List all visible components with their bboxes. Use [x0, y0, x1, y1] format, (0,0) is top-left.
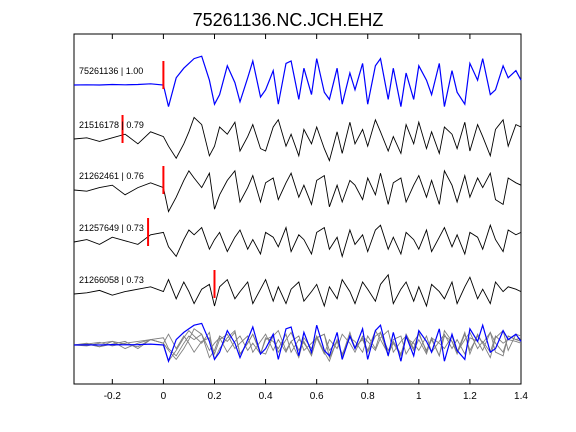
chart-title: 75261136.NC.JCH.EHZ — [193, 10, 384, 30]
x-tick-label: 1.4 — [514, 391, 528, 402]
trace-4-line — [73, 223, 522, 259]
trace-4-label: 21257649 | 0.73 — [79, 223, 144, 233]
x-tick-label: 0.4 — [259, 391, 273, 402]
trace-2-line — [73, 116, 522, 162]
stacked-traces — [73, 322, 522, 364]
stack-trace-1-line — [73, 322, 522, 364]
trace-5-line — [73, 273, 522, 308]
trace-5-label: 21266058 | 0.73 — [79, 275, 144, 285]
axes-frame — [73, 33, 522, 385]
x-tick-label: 0.8 — [361, 391, 375, 402]
trace-group: 75261136 | 1.00 21516178 | 0.79 21262461 |… — [73, 55, 522, 308]
x-tick-label: 0 — [161, 391, 167, 402]
x-tick-label: -0.2 — [104, 391, 122, 402]
x-axis: -0.2 0 0.2 0.4 0.6 0.8 1 1.2 1.4 — [104, 34, 528, 402]
trace-1-label: 75261136 | 1.00 — [79, 66, 143, 76]
trace-3-line — [73, 169, 522, 213]
trace-2-label: 21516178 | 0.79 — [79, 120, 144, 130]
x-tick-label: 0.2 — [208, 391, 222, 402]
trace-3-label: 21262461 | 0.76 — [79, 171, 144, 181]
x-tick-label: 0.6 — [310, 391, 324, 402]
trace-1-line — [73, 55, 522, 107]
x-tick-label: 1 — [416, 391, 422, 402]
x-tick-label: 1.2 — [463, 391, 477, 402]
